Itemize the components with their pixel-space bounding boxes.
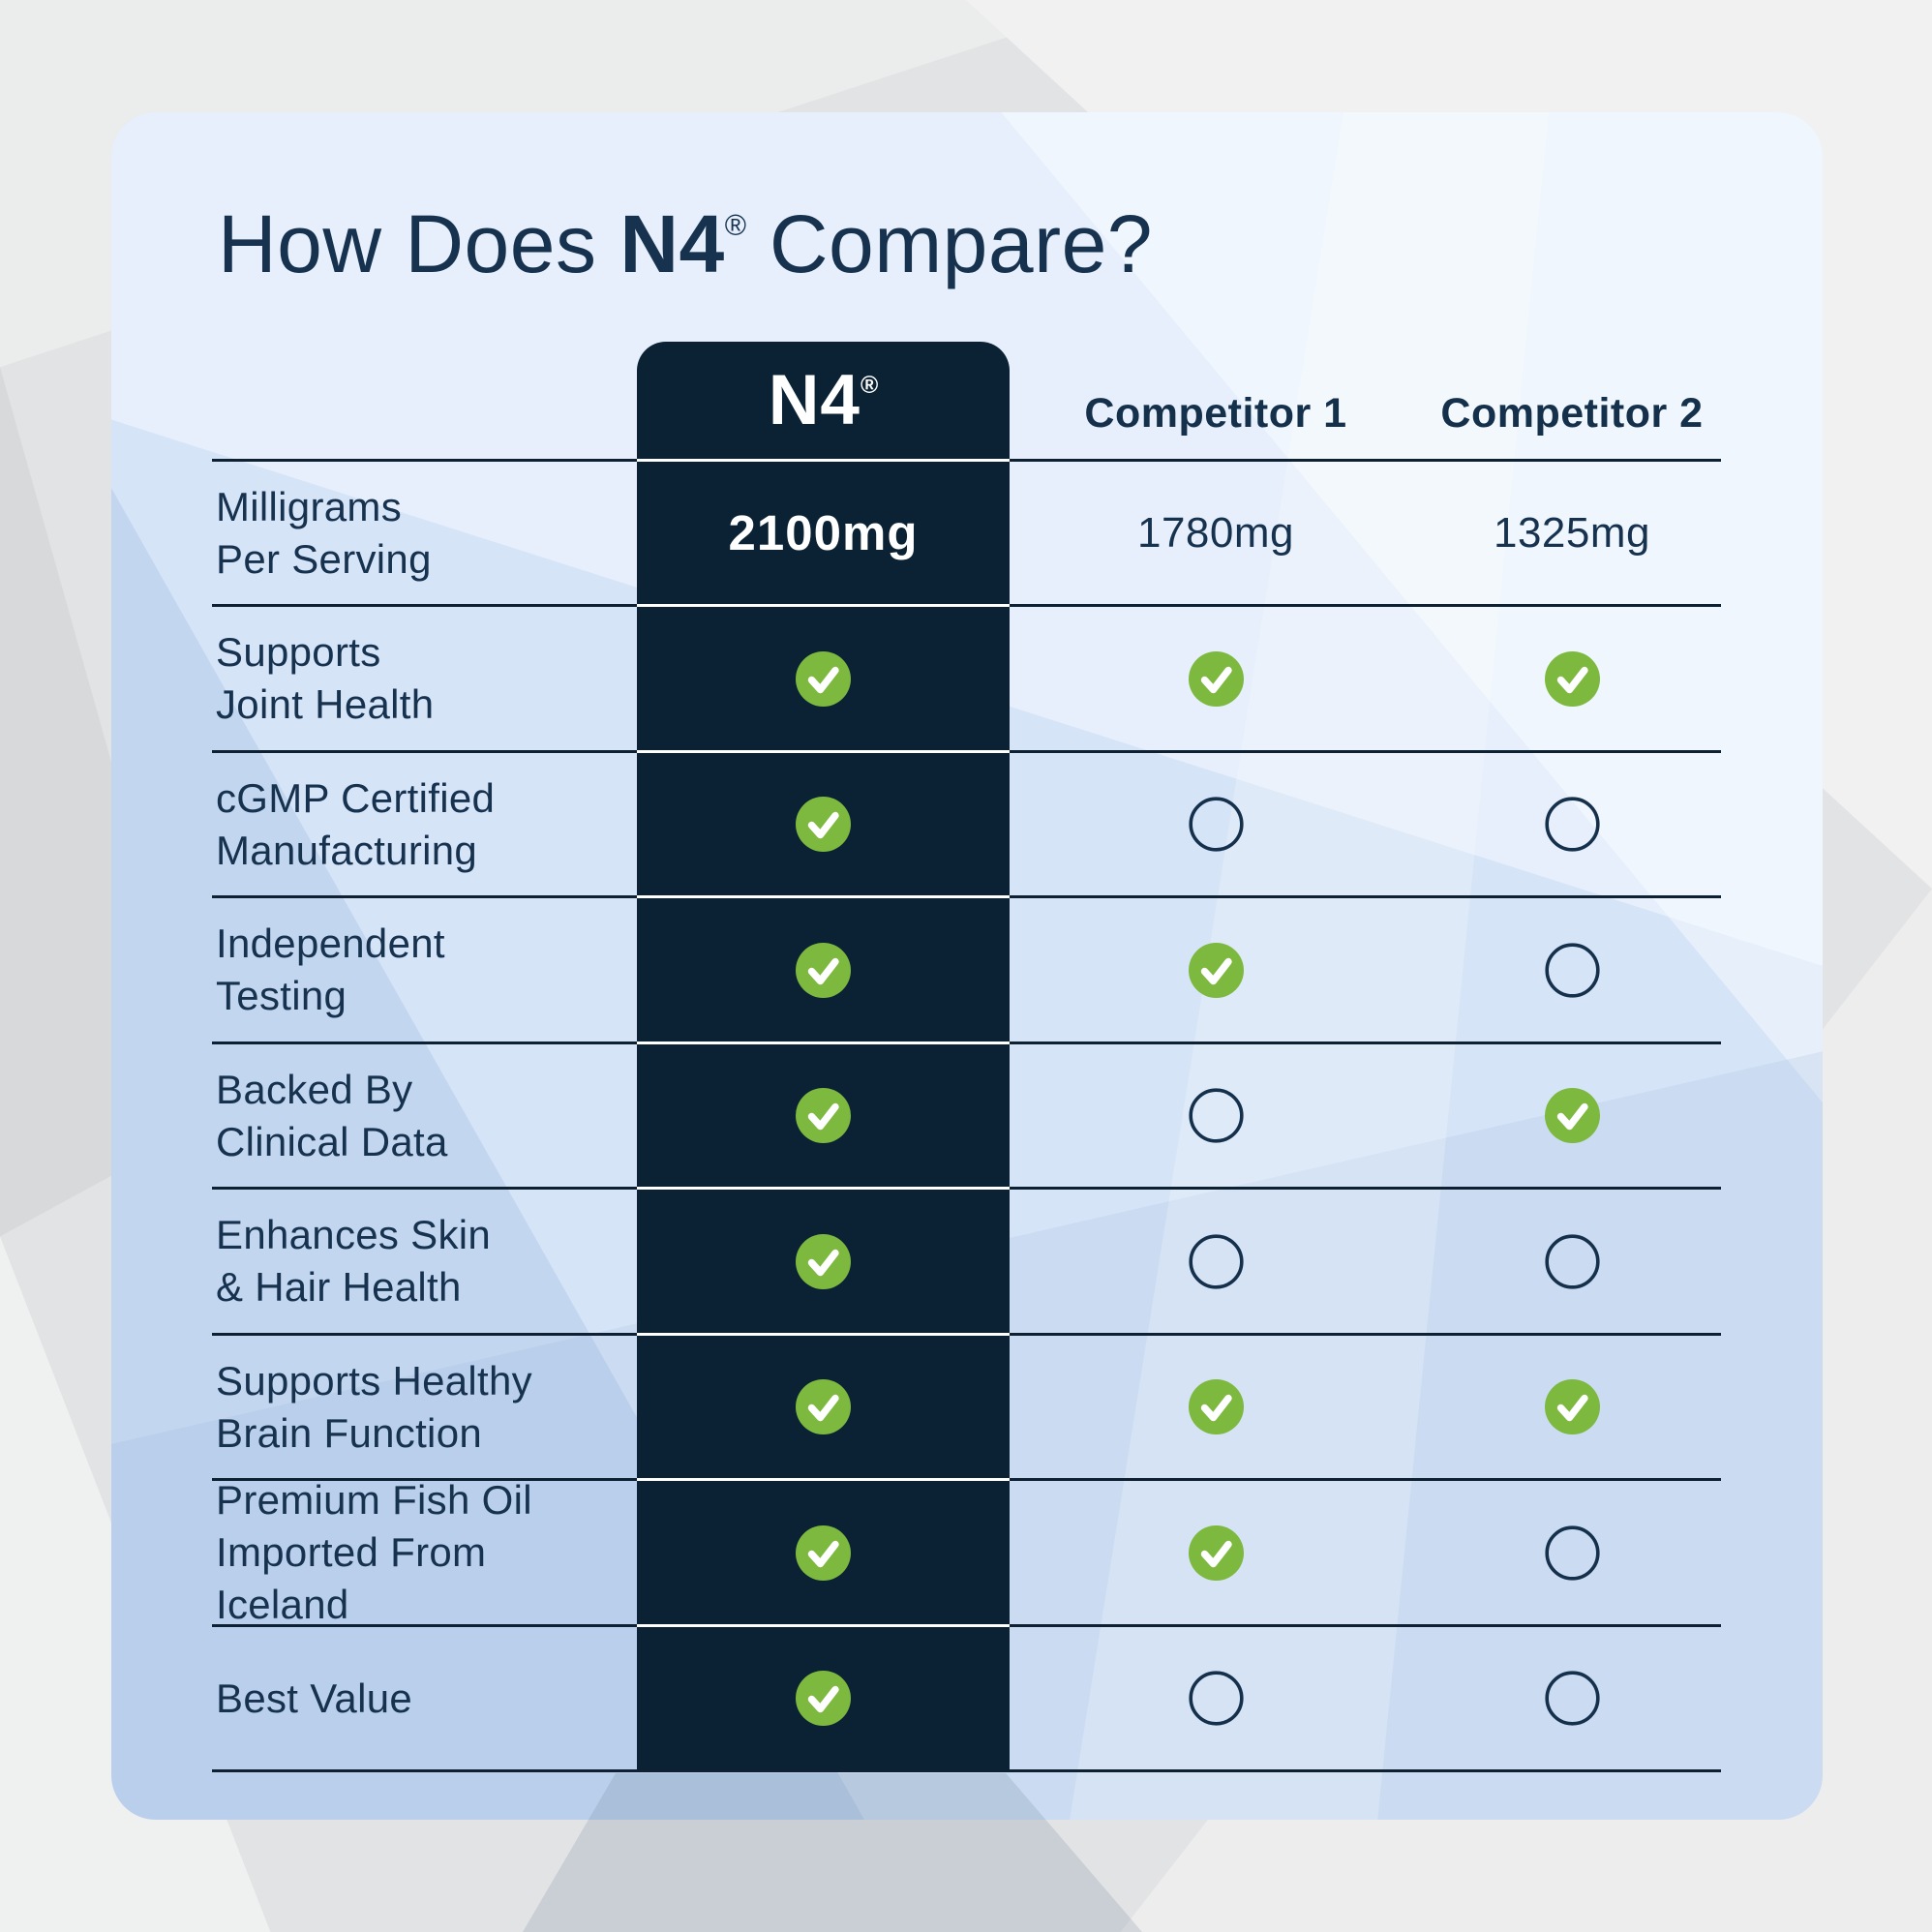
- check-icon: [796, 1088, 851, 1143]
- competitor2-cell: [1446, 1044, 1698, 1187]
- competitor2-cell: [1446, 898, 1698, 1041]
- feature-label: Independent Testing: [216, 921, 445, 1018]
- competitor1-cell: 1780mg: [1090, 462, 1342, 604]
- check-icon: [796, 1233, 851, 1289]
- check-icon: [1544, 1379, 1600, 1434]
- registered-mark: ®: [860, 372, 879, 399]
- check-icon: [1544, 650, 1600, 707]
- competitor2-cell: [1446, 1627, 1698, 1769]
- n4-column-header: N4®: [637, 342, 1010, 459]
- empty-circle-icon: [1544, 797, 1600, 852]
- empty-circle-icon: [1188, 797, 1244, 852]
- competitor1-cell: [1090, 1044, 1342, 1187]
- check-icon: [1188, 942, 1244, 998]
- n4-cell: [637, 1478, 1010, 1624]
- check-icon: [796, 797, 851, 852]
- check-icon: [1188, 650, 1244, 707]
- empty-circle-icon: [1544, 942, 1600, 998]
- empty-circle-icon: [1188, 1671, 1244, 1726]
- competitor1-cell: [1090, 1336, 1342, 1478]
- check-icon: [1188, 1524, 1244, 1581]
- empty-circle-icon: [1544, 1524, 1600, 1581]
- column-header-competitor2: Competitor 2: [1440, 389, 1704, 437]
- empty-circle-icon: [1544, 1671, 1600, 1726]
- feature-label: Premium Fish Oil Imported From Iceland: [216, 1477, 532, 1627]
- check-icon: [796, 1524, 851, 1581]
- mg-value: 1780mg: [1136, 508, 1294, 557]
- n4-brand-label: N4®: [768, 361, 879, 439]
- competitor2-cell: 1325mg: [1446, 462, 1698, 604]
- check-icon: [796, 650, 851, 707]
- competitor1-cell: [1090, 607, 1342, 750]
- table-separator-line: [212, 1769, 1721, 1772]
- feature-label: Best Value: [216, 1675, 413, 1721]
- n4-cell: [637, 750, 1010, 895]
- n4-cell: [637, 1041, 1010, 1187]
- n4-cell: [637, 1187, 1010, 1333]
- feature-label: Supports Joint Health: [216, 629, 435, 727]
- feature-label: cGMP Certified Manufacturing: [216, 774, 496, 873]
- check-icon: [796, 1671, 851, 1726]
- competitor1-cell: [1090, 753, 1342, 895]
- competitor1-cell: [1090, 898, 1342, 1041]
- feature-label: Milligrams Per Serving: [216, 483, 432, 582]
- n4-cell: [637, 895, 1010, 1041]
- feature-label: Supports Healthy Brain Function: [216, 1357, 532, 1456]
- competitor2-cell: [1446, 1336, 1698, 1478]
- competitor2-cell: [1446, 753, 1698, 895]
- column-header-competitor1: Competitor 1: [1084, 389, 1347, 437]
- comparison-card: How Does N4® Compare? Milligrams Per Ser…: [111, 112, 1823, 1820]
- competitor1-cell: [1090, 1481, 1342, 1624]
- check-icon: [796, 942, 851, 998]
- feature-label: Backed By Clinical Data: [216, 1066, 448, 1164]
- n4-product-column: N4® 2100mg: [637, 342, 1010, 1769]
- competitor1-cell: [1090, 1190, 1342, 1333]
- check-icon: [1544, 1088, 1600, 1143]
- n4-cell: 2100mg: [637, 459, 1010, 604]
- competitor1-cell: [1090, 1627, 1342, 1769]
- check-icon: [796, 1379, 851, 1434]
- mg-value: 2100mg: [728, 505, 919, 560]
- empty-circle-icon: [1544, 1233, 1600, 1289]
- mg-value: 1325mg: [1493, 508, 1650, 557]
- feature-label: Enhances Skin & Hair Health: [216, 1212, 492, 1310]
- competitor2-cell: [1446, 607, 1698, 750]
- empty-circle-icon: [1188, 1088, 1244, 1143]
- competitor2-cell: [1446, 1190, 1698, 1333]
- competitor2-cell: [1446, 1481, 1698, 1624]
- check-icon: [1188, 1379, 1244, 1434]
- empty-circle-icon: [1188, 1233, 1244, 1289]
- n4-cell: [637, 1333, 1010, 1478]
- n4-cell: [637, 1624, 1010, 1769]
- n4-cell: [637, 604, 1010, 750]
